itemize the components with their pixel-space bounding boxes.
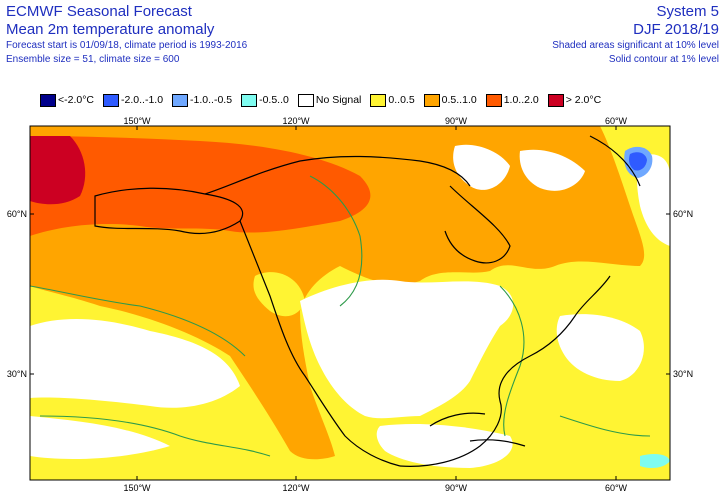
shade-darkred-bering — [30, 136, 86, 205]
coastlines — [94, 135, 641, 467]
legend-label: > 2.0°C — [565, 94, 602, 106]
shade-no-signal-us — [300, 279, 514, 419]
left-lat-label: 30°N — [7, 369, 27, 379]
legend-swatch — [172, 93, 189, 107]
legend-label: 1.0..2.0 — [503, 94, 539, 106]
legend-item: -2.0..-1.0 — [103, 93, 164, 107]
legend-item: 1.0..2.0 — [485, 93, 539, 107]
shade-yellow-bc — [253, 272, 305, 317]
bottom-lon-label: 150°W — [123, 483, 151, 493]
legend-label: -2.0..-1.0 — [121, 94, 164, 106]
shade-no-signal-hudson — [453, 144, 510, 190]
top-lon-label: 120°W — [282, 116, 310, 126]
contour-atlantic — [559, 415, 651, 437]
legend: <-2.0°C -2.0..-1.0 -1.0..-0.5 -0.5..0 No Sig… — [40, 93, 610, 107]
legend-item: 0..0.5 — [370, 93, 415, 107]
coast-atlantic — [399, 275, 611, 467]
legend-item: -1.0..-0.5 — [172, 93, 233, 107]
legend-label: No Signal — [315, 94, 362, 106]
legend-swatch — [297, 93, 314, 107]
significance-note: Shaded areas significant at 10% level — [552, 40, 719, 51]
shade-no-signal-atlantic-mid — [556, 314, 644, 381]
contour-pacific — [30, 285, 246, 357]
bottom-lon-label: 60°W — [605, 483, 628, 493]
shade-blue — [629, 152, 647, 171]
contour-canada — [309, 175, 363, 307]
shade-no-signal-atlantic — [637, 154, 670, 246]
contour-note: Solid contour at 1% level — [608, 54, 719, 65]
coast-arctic — [204, 155, 471, 195]
legend-swatch — [370, 93, 387, 107]
legend-swatch — [40, 93, 56, 107]
header-left: ECMWF Seasonal Forecast Mean 2m temperat… — [6, 3, 247, 67]
bottom-lon-label: 120°W — [282, 483, 310, 493]
legend-swatch — [485, 93, 502, 107]
anomaly-map: 150°W 120°W 90°W 60°W 150°W 120°W 90°W 60°W 60°N… — [7, 116, 693, 493]
shade-no-signal-labrador — [519, 149, 585, 191]
legend-item: -0.5..0 — [241, 93, 289, 107]
legend-label: -1.0..-0.5 — [190, 94, 233, 106]
legend-label: 0..0.5 — [388, 94, 415, 106]
top-lon-label: 90°W — [445, 116, 468, 126]
contour-east — [499, 285, 525, 437]
significance-contours — [30, 175, 651, 457]
legend-swatch — [423, 93, 440, 107]
coast-greenland — [589, 135, 641, 187]
coast-pacific — [239, 220, 401, 467]
legend-label: <-2.0°C — [58, 94, 95, 106]
shade-no-signal-pacific-south — [30, 416, 170, 459]
legend-item: No Signal — [297, 93, 362, 107]
system-label: System 5 — [656, 3, 719, 20]
coast-cuba — [469, 439, 526, 447]
top-lon-label: 60°W — [605, 116, 628, 126]
page-title: ECMWF Seasonal Forecast — [6, 3, 192, 20]
contour-pacific-south — [39, 415, 271, 457]
left-lat-label: 60°N — [7, 209, 27, 219]
map-frame — [29, 125, 671, 481]
legend-swatch — [103, 93, 120, 107]
coast-gulf — [429, 412, 486, 427]
legend-item: <-2.0°C — [40, 93, 95, 107]
coast-hudson — [444, 185, 511, 264]
legend-item: 0.5..1.0 — [423, 93, 477, 107]
shade-cyan — [640, 453, 670, 469]
header-right: System 5 DJF 2018/19 Shaded areas signif… — [552, 3, 719, 67]
right-lat-label: 30°N — [673, 369, 693, 379]
map-panel: 150°W 120°W 90°W 60°W 150°W 120°W 90°W 60°W 60°N… — [0, 116, 725, 497]
legend-label: 0.5..1.0 — [441, 94, 477, 106]
season-label: DJF 2018/19 — [633, 21, 719, 38]
ensemble-info: Ensemble size = 51, climate size = 600 — [6, 54, 180, 65]
shade-no-signal-caribbean — [376, 424, 513, 468]
legend-swatch — [241, 93, 258, 107]
legend-item: > 2.0°C — [547, 93, 602, 107]
legend-label: -0.5..0 — [259, 94, 289, 106]
forecast-info: Forecast start is 01/09/18, climate peri… — [6, 40, 248, 51]
page-subtitle: Mean 2m temperature anomaly — [6, 21, 215, 38]
right-lat-label: 60°N — [673, 209, 693, 219]
top-lon-label: 150°W — [123, 116, 151, 126]
bottom-lon-label: 90°W — [445, 483, 468, 493]
shade-no-signal-pacific — [30, 319, 240, 408]
legend-swatch — [547, 93, 564, 107]
shade-red-alaska — [30, 136, 371, 236]
